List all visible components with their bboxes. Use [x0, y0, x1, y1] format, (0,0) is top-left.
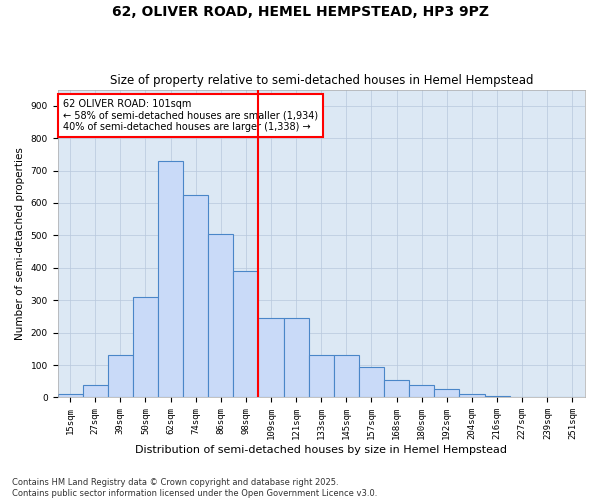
Text: 62 OLIVER ROAD: 101sqm
← 58% of semi-detached houses are smaller (1,934)
40% of : 62 OLIVER ROAD: 101sqm ← 58% of semi-det… [63, 99, 318, 132]
Bar [83, 384, 108, 398]
Bar [334, 356, 359, 398]
Bar [384, 380, 409, 398]
Bar [509, 397, 535, 398]
Bar [460, 394, 485, 398]
Bar [183, 195, 208, 398]
Bar [309, 356, 334, 398]
Bar [409, 384, 434, 398]
Bar [485, 396, 509, 398]
Bar [108, 356, 133, 398]
Bar [208, 234, 233, 398]
Text: 62, OLIVER ROAD, HEMEL HEMPSTEAD, HP3 9PZ: 62, OLIVER ROAD, HEMEL HEMPSTEAD, HP3 9P… [112, 5, 488, 19]
Bar [284, 318, 309, 398]
Y-axis label: Number of semi-detached properties: Number of semi-detached properties [15, 147, 25, 340]
Bar [259, 318, 284, 398]
Bar [434, 390, 460, 398]
Text: Contains HM Land Registry data © Crown copyright and database right 2025.
Contai: Contains HM Land Registry data © Crown c… [12, 478, 377, 498]
Title: Size of property relative to semi-detached houses in Hemel Hempstead: Size of property relative to semi-detach… [110, 74, 533, 87]
X-axis label: Distribution of semi-detached houses by size in Hemel Hempstead: Distribution of semi-detached houses by … [135, 445, 507, 455]
Bar [133, 297, 158, 398]
Bar [158, 161, 183, 398]
Bar [233, 271, 259, 398]
Bar [58, 394, 83, 398]
Bar [359, 366, 384, 398]
